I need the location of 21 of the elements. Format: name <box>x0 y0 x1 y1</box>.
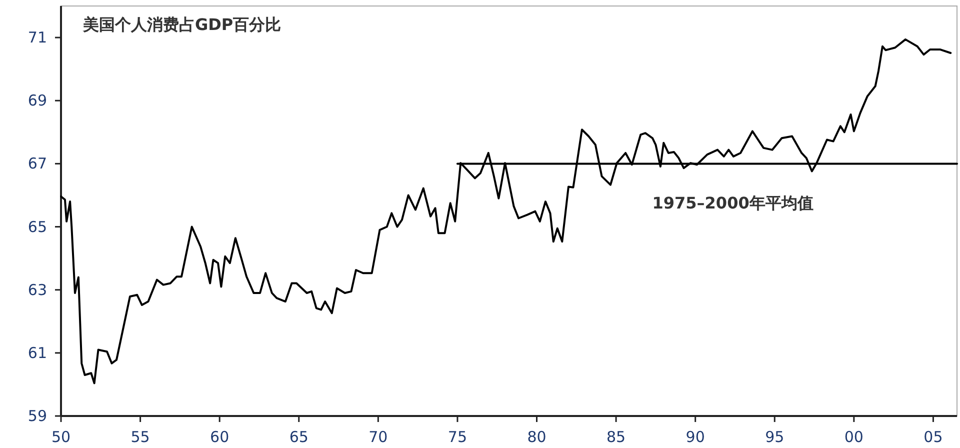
series-label: 1975–2000年平均值 <box>652 194 814 213</box>
x-tick-label: 05 <box>924 428 943 446</box>
x-tick-label: 95 <box>765 428 784 446</box>
x-tick-label: 60 <box>210 428 230 446</box>
x-tick-label: 00 <box>844 428 864 446</box>
y-tick-label: 67 <box>28 154 47 173</box>
y-tick-label: 59 <box>28 407 47 425</box>
text: 美国个人消费占GDP百分比 <box>82 15 282 34</box>
y-tick-label: 71 <box>28 28 47 47</box>
y-tick-label: 69 <box>28 92 47 110</box>
y-tick-label: 61 <box>28 344 47 362</box>
y-tick-label: 65 <box>28 218 47 236</box>
x-tick-label: 85 <box>606 428 626 446</box>
x-tick-label: 80 <box>527 428 546 446</box>
x-tick-label: 75 <box>448 428 468 446</box>
x-tick-label: 70 <box>368 428 388 446</box>
x-tick-label: 50 <box>51 428 71 446</box>
x-tick-label: 55 <box>130 428 150 446</box>
x-tick-label: 65 <box>289 428 308 446</box>
y-tick-label: 63 <box>28 280 47 299</box>
x-tick-label: 90 <box>686 428 705 446</box>
